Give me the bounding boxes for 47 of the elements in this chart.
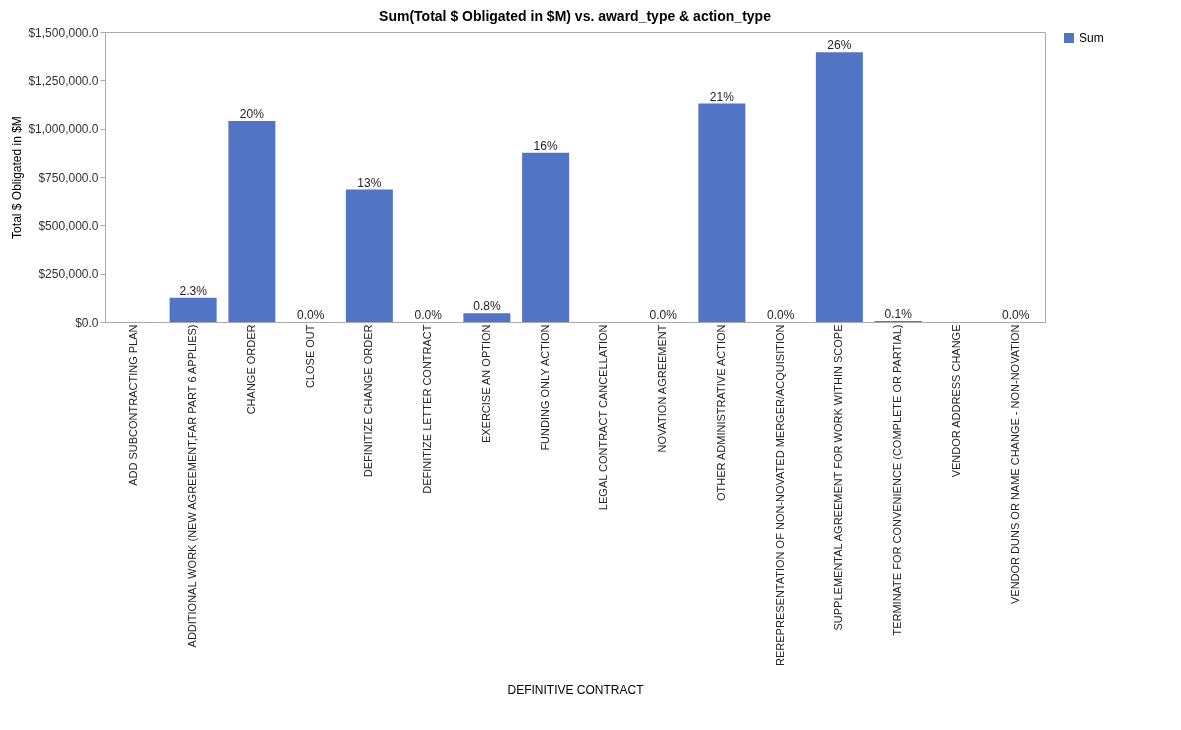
annotation: 13% (357, 175, 382, 190)
y-axis-title: Total $ Obligated in $M (10, 116, 25, 239)
y-tick-label: $1,000,000.0 (28, 122, 99, 137)
annotation: 21% (709, 89, 735, 104)
annotation: 0.8% (473, 299, 501, 314)
annotation: 16% (533, 138, 558, 153)
bar (169, 297, 217, 322)
annotation: 0.0% (414, 308, 443, 322)
bar (228, 120, 276, 322)
annotation: 0.0% (649, 308, 678, 322)
annotation: 0.0% (1001, 308, 1030, 322)
x-tick-label: OTHER ADMINISTRATIVE ACTION (714, 324, 727, 501)
x-tick-label: FUNDING ONLY ACTION (538, 324, 551, 451)
annotation: 0.0% (296, 308, 325, 322)
bar (815, 52, 863, 322)
x-tick-label: REREPRESENTATION OF NON-NOVATED MERGER/ACQUISITION (773, 324, 786, 666)
chart-title: Sum(Total $ Obligated in $M) vs. award_type & action_type (379, 8, 772, 24)
bar (698, 103, 746, 322)
y-tick-label: $1,500,000.0 (28, 25, 99, 40)
x-tick-label: ADD SUBCONTRACTING PLAN (127, 324, 140, 486)
x-tick-label: TERMINATE FOR CONVENIENCE (COMPLETE OR PARTIAL) (891, 324, 904, 636)
legend-label: Sum (1079, 31, 1104, 45)
x-tick-label: SUPPLEMENTAL AGREEMENT FOR WORK WITHIN SCOPE (832, 324, 845, 631)
y-tick-label: $1,250,000.0 (28, 73, 99, 88)
annotation: 20% (239, 106, 265, 121)
bar (345, 189, 393, 322)
annotation: 26% (827, 38, 852, 53)
x-tick-label: VENDOR ADDRESS CHANGE (949, 324, 962, 478)
annotation: 0.0% (766, 308, 795, 322)
x-tick-label: LEGAL CONTRACT CANCELLATION (597, 324, 610, 511)
x-tick-label: CHANGE ORDER (244, 324, 257, 415)
x-axis-title: DEFINITIVE CONTRACT (507, 682, 645, 697)
x-tick-label: NOVATION AGREEMENT (656, 324, 669, 453)
y-tick-label: $750,000.0 (38, 170, 99, 185)
x-tick-label: ADDITIONAL WORK (NEW AGREEMENT,FAR PART 6 APPLIES) (186, 324, 199, 648)
x-tick-label: DEFINITIZE LETTER CONTRACT (421, 324, 434, 494)
x-tick-label: DEFINITIZE CHANGE ORDER (362, 324, 375, 478)
x-tick-label: CLOSE OUT (303, 324, 316, 389)
annotation: 0.1% (884, 307, 913, 322)
y-tick-label: $250,000.0 (38, 267, 99, 282)
x-tick-label: VENDOR DUNS OR NAME CHANGE - NON-NOVATION (1008, 324, 1021, 604)
bar (522, 152, 570, 322)
annotation: 2.3% (179, 283, 208, 298)
x-tick-label: EXERCISE AN OPTION (479, 324, 492, 444)
y-tick-label: $500,000.0 (38, 218, 99, 233)
bar (463, 313, 511, 322)
y-tick-label: $0.0 (75, 315, 99, 330)
